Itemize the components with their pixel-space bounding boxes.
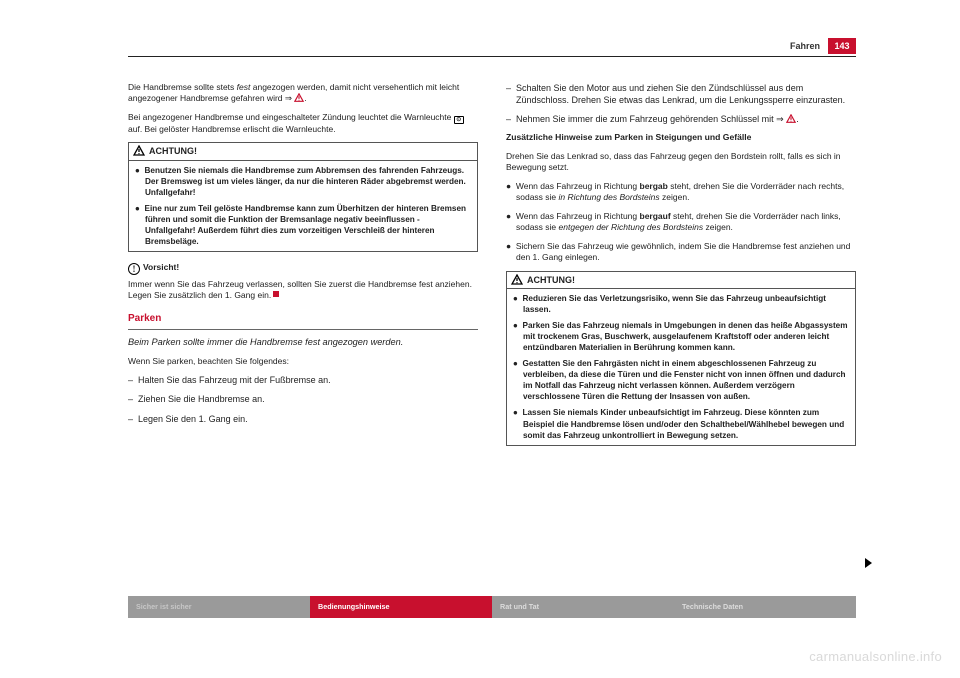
warning-triangle-icon [133,145,145,157]
continuation-arrow-icon [865,558,872,568]
warning-bullet: ● Benutzen Sie niemals die Handbremse zu… [135,165,471,198]
text-bold: Vorsicht! [143,262,179,272]
column-left: Die Handbremse sollte stets fest angezog… [128,82,478,570]
text: Immer wenn Sie das Fahrzeug verlassen, s… [128,279,472,300]
text: Lassen Sie niemals Kinder unbeaufsichtig… [523,408,845,439]
text: Wenn das Fahrzeug in Richtung [516,181,640,191]
text-italic: in Richtung des Bordsteins [559,192,660,202]
text: Bei angezogener Handbremse und eingescha… [128,112,454,122]
text-bold: bergauf [640,211,671,221]
info-circle-icon: ! [128,263,140,275]
step-item: – Schalten Sie den Motor aus und ziehen … [506,82,856,106]
page: Fahren 143 Die Handbremse sollte stets f… [0,0,960,678]
warning-body: ● Reduzieren Sie das Verletzungsrisiko, … [507,289,855,445]
tab-daten[interactable]: Technische Daten [674,596,856,618]
text-italic: entgegen der Richtung des Bordsteins [559,222,704,232]
step-item: – Nehmen Sie immer die zum Fahrzeug gehö… [506,113,856,125]
warning-box: ACHTUNG! ● Benutzen Sie niemals die Hand… [128,142,478,252]
step-item: – Legen Sie den 1. Gang ein. [128,413,478,425]
warning-box: ACHTUNG! ● Reduzieren Sie das Verletzung… [506,271,856,446]
warning-title: ACHTUNG! [527,274,575,286]
text: Ziehen Sie die Handbremse an. [138,394,265,404]
sub-subheading: Zusätzliche Hinweise zum Parken in Steig… [506,132,856,144]
warning-bullet: ● Eine nur zum Teil gelöste Handbremse k… [135,203,471,247]
body-columns: Die Handbremse sollte stets fest angezog… [128,82,856,570]
warning-triangle-icon [786,114,796,124]
text: zeigen. [703,222,733,232]
warning-bullet: ● Parken Sie das Fahrzeug niemals in Umg… [513,320,849,353]
warning-title: ACHTUNG! [149,145,197,157]
step-item: – Halten Sie das Fahrzeug mit der Fußbre… [128,374,478,386]
tab-sicher[interactable]: Sicher ist sicher [128,596,310,618]
text: Die Handbremse sollte stets [128,82,237,92]
step-item: – Ziehen Sie die Handbremse an. [128,393,478,405]
footer-tabs: Sicher ist sicher Bedienungshinweise Rat… [128,596,856,618]
text: auf. Bei gelöster Handbremse erlischt di… [128,124,336,134]
caution-heading: !Vorsicht! [128,262,478,275]
text: Benutzen Sie niemals die Handbremse zum … [145,166,466,197]
tab-bedienung[interactable]: Bedienungshinweise [310,596,492,618]
text-italic: fest [237,82,251,92]
lead-text: Beim Parken sollte immer die Handbremse … [128,336,478,348]
text: Nehmen Sie immer die zum Fahrzeug gehöre… [516,114,786,124]
text: Halten Sie das Fahrzeug mit der Fußbrems… [138,375,331,385]
bullet-item: ● Sichern Sie das Fahrzeug wie gewöhnlic… [506,241,856,264]
warning-triangle-icon [511,274,523,286]
warning-triangle-icon [294,93,304,103]
column-right: – Schalten Sie den Motor aus und ziehen … [506,82,856,570]
bullet-item: ● Wenn das Fahrzeug in Richtung bergauf … [506,211,856,234]
tab-rat[interactable]: Rat und Tat [492,596,674,618]
page-number: 143 [828,38,856,54]
text: Eine nur zum Teil gelöste Handbremse kan… [145,204,467,246]
warning-bullet: ● Lassen Sie niemals Kinder unbeaufsicht… [513,407,849,440]
text: Legen Sie den 1. Gang ein. [138,414,248,424]
paragraph: Die Handbremse sollte stets fest angezog… [128,82,478,105]
text: Reduzieren Sie das Verletzungsrisiko, we… [523,294,826,314]
paragraph: Wenn Sie parken, beachten Sie folgendes: [128,356,478,367]
text: Gestatten Sie den Fahrgästen nicht in ei… [523,359,846,401]
text: . [796,114,799,124]
subheading-rule [128,329,478,330]
paragraph: Bei angezogener Handbremse und eingescha… [128,112,478,135]
bullet-item: ● Wenn das Fahrzeug in Richtung bergab s… [506,181,856,204]
running-header: Fahren 143 [790,38,856,54]
text: zeigen. [660,192,690,202]
paragraph: Immer wenn Sie das Fahrzeug verlassen, s… [128,279,478,302]
text: Sichern Sie das Fahrzeug wie gewöhnlich,… [516,241,851,262]
text-bold: bergab [640,181,668,191]
paragraph: Drehen Sie das Lenkrad so, dass das Fahr… [506,151,856,174]
text: Parken Sie das Fahrzeug niemals in Umgeb… [523,321,848,352]
text: Wenn das Fahrzeug in Richtung [516,211,640,221]
watermark: carmanualsonline.info [809,649,942,664]
section-title: Fahren [790,38,828,54]
warning-body: ● Benutzen Sie niemals die Handbremse zu… [129,161,477,251]
warning-header: ACHTUNG! [129,143,477,160]
warning-header: ACHTUNG! [507,272,855,289]
text: Schalten Sie den Motor aus und ziehen Si… [516,83,845,105]
subheading-parken: Parken [128,312,478,326]
warning-bullet: ● Gestatten Sie den Fahrgästen nicht in … [513,358,849,402]
section-end-marker [273,291,279,297]
header-rule [128,56,856,57]
text: . [304,93,306,103]
warning-bullet: ● Reduzieren Sie das Verletzungsrisiko, … [513,293,849,315]
indicator-lamp-icon: ⊙ [454,116,464,124]
